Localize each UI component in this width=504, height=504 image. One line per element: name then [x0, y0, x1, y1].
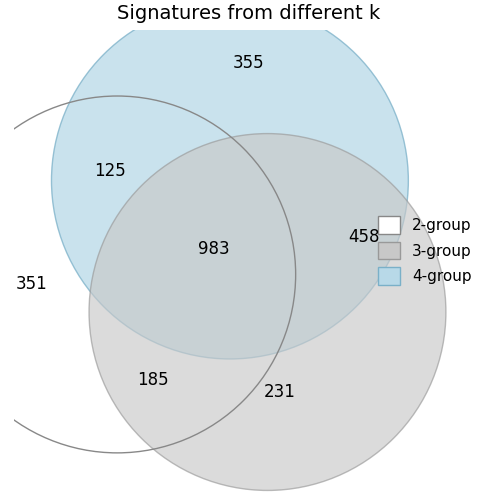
Text: 355: 355: [233, 54, 265, 72]
Text: 458: 458: [348, 228, 380, 246]
Legend: 2-group, 3-group, 4-group: 2-group, 3-group, 4-group: [379, 216, 472, 285]
Title: Signatures from different k: Signatures from different k: [117, 4, 381, 23]
Text: 983: 983: [198, 239, 229, 258]
Circle shape: [51, 2, 408, 359]
Circle shape: [89, 134, 446, 490]
Text: 351: 351: [16, 275, 48, 293]
Text: 125: 125: [94, 162, 126, 180]
Text: 231: 231: [263, 383, 295, 401]
Text: 185: 185: [137, 371, 168, 389]
